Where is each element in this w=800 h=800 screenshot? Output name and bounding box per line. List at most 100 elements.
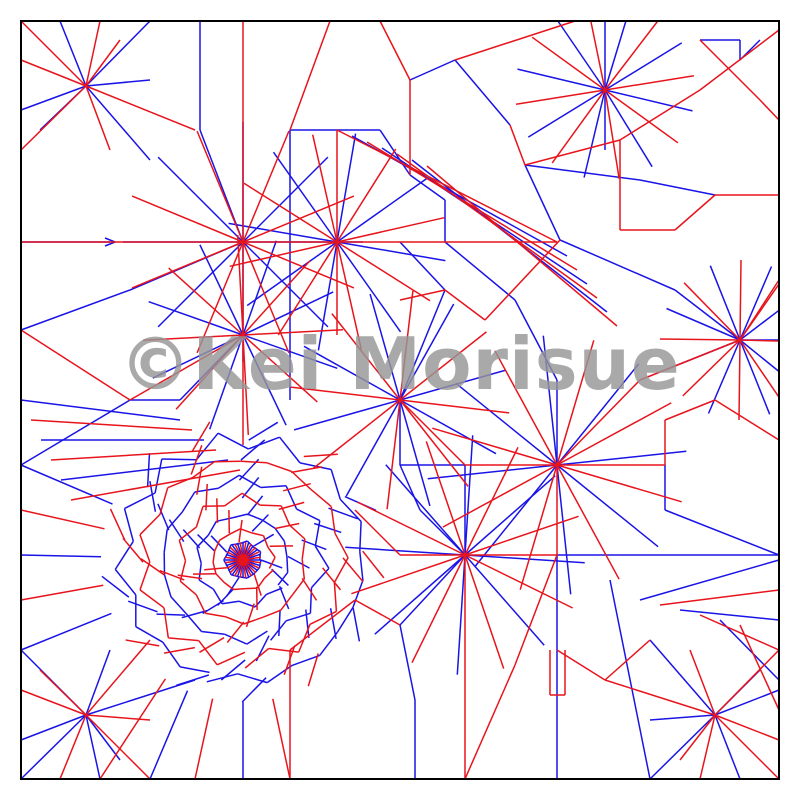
mountain-crease-460 bbox=[509, 124, 526, 166]
mountain-crease-114 bbox=[556, 340, 595, 466]
mountain-crease-458 bbox=[454, 20, 576, 61]
mountain-crease-32 bbox=[714, 649, 780, 716]
mountain-crease-243 bbox=[195, 594, 206, 614]
mountain-crease-325 bbox=[244, 647, 270, 669]
mountain-crease-314 bbox=[240, 460, 267, 464]
valley-crease-97 bbox=[369, 293, 401, 401]
mountain-crease-392 bbox=[229, 559, 244, 574]
valley-crease-87 bbox=[399, 399, 497, 455]
mountain-crease-86 bbox=[242, 328, 343, 336]
valley-crease-9 bbox=[85, 85, 151, 161]
valley-crease-224 bbox=[247, 513, 263, 521]
mountain-crease-260 bbox=[226, 621, 245, 643]
mountain-crease-509 bbox=[514, 554, 558, 666]
valley-crease-259 bbox=[278, 609, 281, 637]
mountain-crease-104 bbox=[556, 464, 620, 580]
valley-crease-91 bbox=[345, 399, 401, 497]
mountain-crease-195 bbox=[212, 550, 216, 563]
valley-crease-210 bbox=[251, 514, 269, 532]
mountain-crease-485 bbox=[664, 399, 716, 421]
valley-crease-226 bbox=[274, 527, 286, 542]
valley-crease-219 bbox=[196, 547, 202, 564]
mountain-crease-20 bbox=[39, 669, 87, 716]
mountain-crease-252 bbox=[260, 504, 282, 507]
mountain-crease-251 bbox=[241, 492, 261, 506]
valley-crease-145 bbox=[604, 20, 627, 91]
valley-crease-376 bbox=[241, 677, 267, 703]
mountain-crease-406 bbox=[239, 542, 244, 561]
valley-crease-280 bbox=[218, 474, 240, 489]
mountain-crease-535 bbox=[50, 449, 217, 461]
valley-crease-121 bbox=[456, 554, 466, 675]
mountain-crease-386 bbox=[242, 559, 247, 578]
valley-crease-212 bbox=[266, 587, 283, 595]
mountain-crease-197 bbox=[219, 533, 231, 541]
mountain-crease-100 bbox=[399, 331, 487, 401]
mountain-crease-10 bbox=[85, 85, 196, 131]
mountain-crease-544 bbox=[426, 165, 618, 327]
valley-crease-274 bbox=[163, 574, 172, 598]
valley-crease-117 bbox=[556, 450, 687, 466]
mountain-crease-522 bbox=[604, 639, 651, 681]
mountain-crease-472 bbox=[674, 194, 716, 231]
mountain-crease-60 bbox=[277, 241, 338, 336]
valley-crease-157 bbox=[666, 307, 741, 341]
mountain-crease-538 bbox=[336, 129, 558, 243]
mountain-crease-493 bbox=[556, 379, 641, 466]
mountain-crease-521 bbox=[556, 649, 606, 681]
valley-crease-354 bbox=[339, 498, 362, 523]
mountain-crease-316 bbox=[291, 470, 312, 490]
mountain-crease-144 bbox=[590, 20, 606, 91]
mountain-crease-44 bbox=[196, 241, 244, 354]
valley-crease-230 bbox=[278, 585, 290, 610]
valley-crease-421 bbox=[20, 612, 112, 651]
mountain-crease-412 bbox=[242, 546, 257, 561]
valley-crease-11 bbox=[85, 79, 151, 87]
mountain-crease-327 bbox=[163, 646, 195, 654]
valley-crease-363 bbox=[206, 673, 238, 683]
valley-crease-29 bbox=[649, 714, 716, 780]
mountain-crease-250 bbox=[224, 492, 243, 507]
valley-crease-290 bbox=[270, 620, 287, 641]
mountain-crease-390 bbox=[234, 559, 244, 577]
mountain-crease-408 bbox=[242, 542, 247, 561]
mountain-crease-28 bbox=[699, 714, 716, 780]
mountain-crease-154 bbox=[682, 339, 741, 397]
valley-crease-127 bbox=[385, 464, 466, 556]
valley-crease-15 bbox=[85, 714, 101, 780]
mountain-crease-191 bbox=[233, 587, 246, 591]
mountain-crease-455 bbox=[379, 20, 411, 81]
valley-crease-512 bbox=[399, 624, 416, 701]
valley-crease-278 bbox=[181, 491, 196, 513]
mountain-crease-116 bbox=[556, 402, 672, 466]
mountain-crease-136 bbox=[604, 89, 620, 180]
mountain-crease-365 bbox=[125, 639, 160, 647]
valley-crease-159 bbox=[709, 265, 741, 341]
valley-crease-276 bbox=[163, 529, 168, 553]
mountain-crease-400 bbox=[226, 551, 244, 561]
mountain-crease-402 bbox=[229, 546, 244, 561]
mountain-crease-202 bbox=[267, 546, 276, 558]
valley-crease-479 bbox=[399, 289, 446, 401]
mountain-crease-88 bbox=[399, 399, 469, 487]
mountain-crease-262 bbox=[159, 569, 185, 581]
mountain-crease-333 bbox=[291, 466, 323, 474]
mountain-crease-255 bbox=[301, 538, 306, 560]
mountain-crease-388 bbox=[239, 559, 244, 578]
valley-crease-350 bbox=[248, 436, 280, 450]
mountain-crease-36 bbox=[604, 679, 716, 716]
valley-crease-545 bbox=[639, 559, 780, 601]
mountain-crease-102 bbox=[399, 399, 510, 414]
valley-crease-349 bbox=[217, 432, 249, 450]
valley-crease-103 bbox=[556, 464, 659, 548]
mountain-crease-420 bbox=[20, 584, 104, 601]
valley-crease-271 bbox=[201, 630, 225, 636]
mountain-crease-481 bbox=[399, 399, 466, 466]
mountain-crease-424 bbox=[194, 698, 214, 780]
mountain-crease-158 bbox=[683, 282, 741, 341]
mountain-crease-48 bbox=[131, 195, 244, 243]
valley-crease-272 bbox=[185, 613, 203, 632]
valley-crease-459 bbox=[454, 59, 511, 126]
mountain-crease-12 bbox=[85, 39, 121, 87]
valley-crease-61 bbox=[246, 241, 338, 307]
